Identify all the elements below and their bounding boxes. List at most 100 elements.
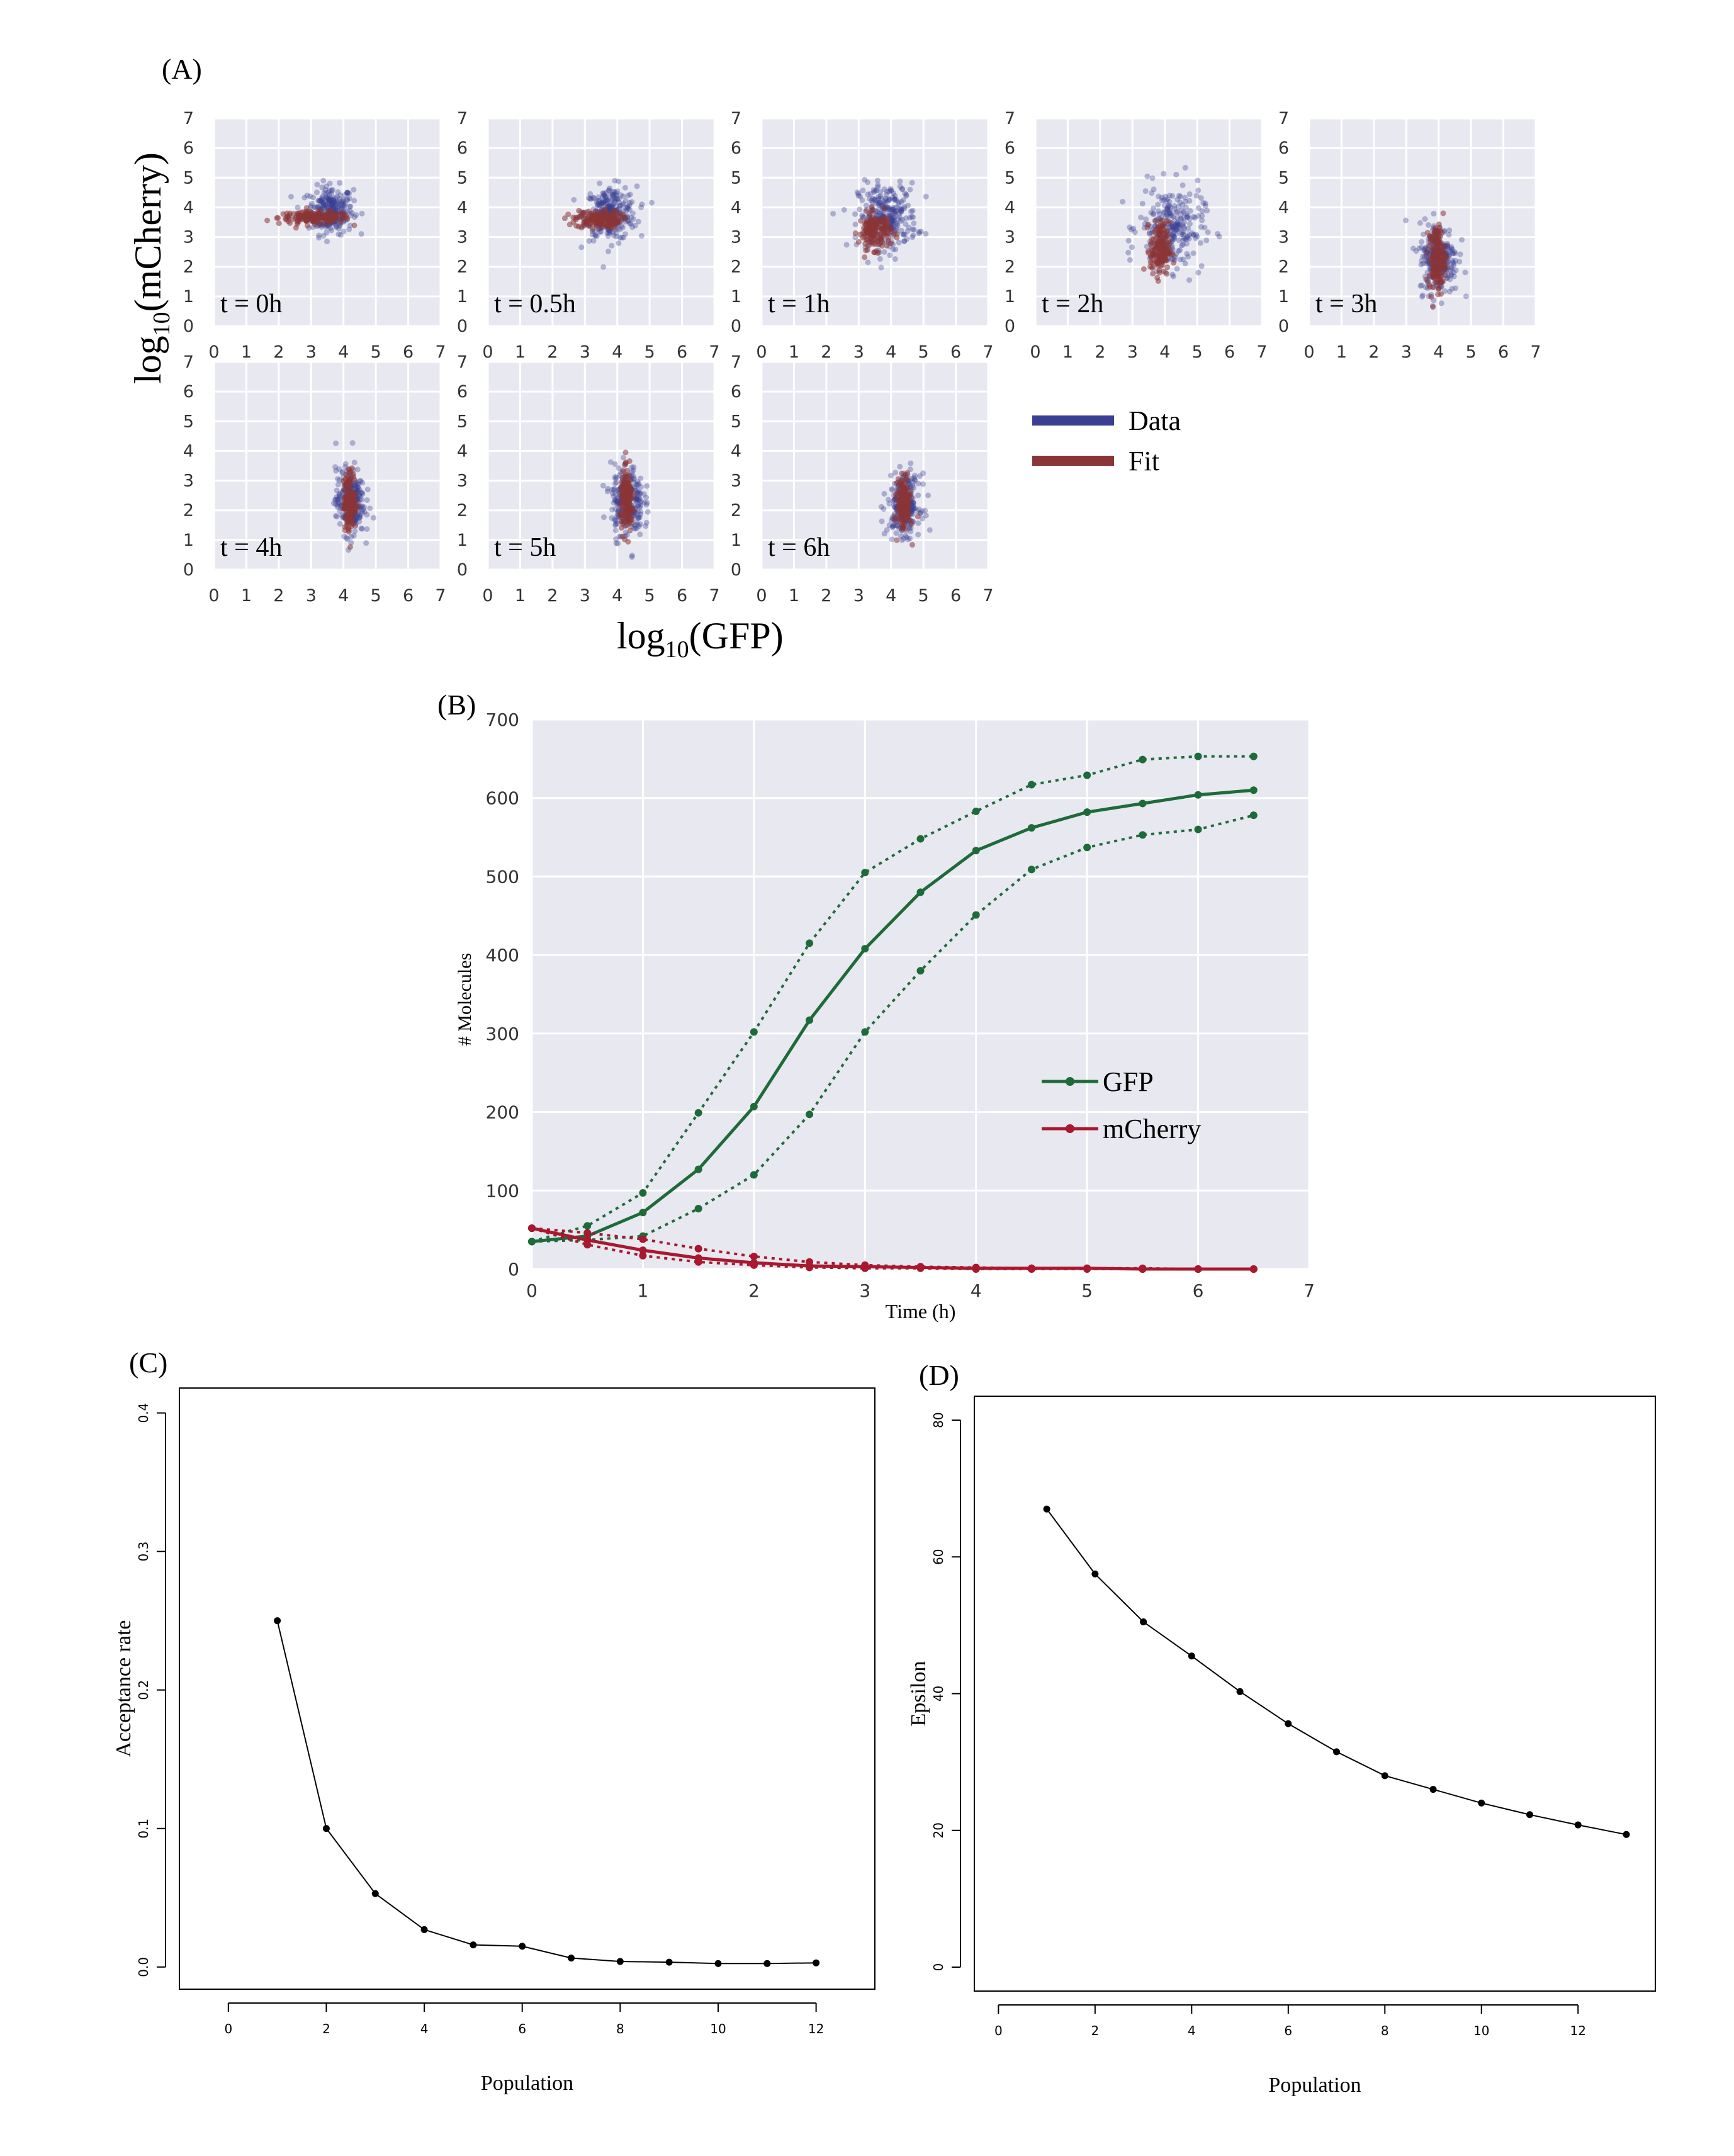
fit-point: [857, 218, 864, 224]
data-point: [877, 210, 883, 217]
data-point: [335, 200, 341, 206]
data-point: [891, 205, 898, 211]
x-tick-label: 6: [518, 2021, 526, 2036]
legend-label: GFP: [1103, 1066, 1154, 1097]
data-point: [1172, 222, 1178, 228]
fit-point: [1438, 233, 1444, 239]
data-point: [1181, 229, 1187, 235]
data-point: [325, 200, 332, 206]
data-point: [1166, 210, 1173, 216]
data-point: [1453, 257, 1459, 264]
data-point: [325, 197, 332, 203]
data-point: [616, 203, 622, 209]
data-point: [344, 189, 350, 196]
series-point: [806, 1110, 814, 1119]
data-point: [320, 200, 326, 206]
data-point: [893, 197, 899, 203]
x-tick-label: 3: [306, 342, 317, 362]
data-point: [1184, 234, 1190, 240]
fit-point: [868, 217, 874, 223]
y-tick-label: 4: [1005, 198, 1015, 217]
data-point: [1130, 225, 1137, 232]
data-point: [1419, 239, 1425, 245]
data-point: [888, 188, 894, 194]
data-point: [330, 500, 337, 507]
data-point: [612, 195, 618, 201]
data-point: [1181, 215, 1187, 221]
y-tick-label: 6: [183, 382, 194, 402]
y-tick-label: 6: [1005, 138, 1015, 158]
data-point: [860, 188, 866, 194]
fit-point: [1423, 276, 1429, 283]
data-point: [595, 200, 602, 206]
data-point: [875, 182, 881, 188]
data-point: [308, 200, 315, 206]
fit-point: [882, 225, 889, 231]
fit-point: [303, 208, 310, 215]
x-tick-label: 0: [1030, 342, 1040, 362]
data-point: [855, 193, 862, 199]
data-point: [611, 516, 617, 522]
fit-point: [1427, 239, 1434, 245]
data-point: [320, 232, 327, 239]
x-tick-label: 6: [403, 586, 414, 606]
data-point: [1166, 203, 1172, 209]
data-point: [901, 232, 907, 238]
data-point: [1169, 271, 1176, 278]
data-point: [893, 220, 899, 227]
data-point: [634, 479, 641, 485]
data-point: [329, 191, 335, 197]
data-point: [337, 232, 344, 238]
data-point: [861, 214, 867, 220]
fit-point: [1424, 249, 1431, 256]
y-tick-label: 2: [1005, 257, 1015, 277]
fit-point: [1433, 279, 1439, 285]
data-point: [1174, 215, 1181, 221]
data-point: [323, 191, 329, 197]
data-point: [859, 212, 865, 218]
data-point: [908, 460, 914, 466]
data-point: [594, 233, 600, 239]
data-point: [1446, 247, 1453, 253]
fit-point: [855, 239, 862, 245]
x-tick-label: 6: [1224, 342, 1235, 362]
x-tick-label: 12: [1570, 2023, 1585, 2038]
data-point: [321, 189, 327, 196]
data-point: [330, 203, 337, 209]
data-point: [330, 198, 337, 205]
data-point: [1453, 285, 1459, 291]
data-point: [1166, 199, 1173, 205]
data-point: [916, 230, 922, 237]
data-point: [1167, 204, 1173, 210]
fit-point: [345, 466, 351, 473]
data-point: [571, 196, 577, 203]
data-point: [1422, 216, 1428, 222]
data-point: [604, 197, 611, 203]
series-point: [583, 1222, 592, 1230]
data-point: [1168, 224, 1174, 230]
data-point: [341, 192, 347, 198]
data-point: [599, 198, 605, 205]
data-point: [351, 214, 357, 220]
data-point: [881, 249, 887, 255]
data-point: [364, 526, 370, 532]
data-point: [915, 531, 921, 538]
data-point: [1149, 190, 1155, 196]
data-point: [337, 521, 343, 527]
data-point: [1142, 188, 1149, 195]
data-point: [1448, 248, 1454, 254]
data-point: [886, 197, 892, 203]
data-point: [346, 195, 352, 201]
data-point: [364, 497, 370, 504]
series-point: [1188, 1652, 1195, 1660]
data-point: [895, 216, 901, 222]
series-point: [861, 869, 869, 877]
data-point: [1177, 216, 1183, 222]
y-tick-label: 20: [931, 1822, 946, 1838]
data-point: [1195, 178, 1201, 184]
data-point: [335, 189, 341, 195]
data-point: [1448, 273, 1455, 279]
data-point: [1176, 247, 1183, 253]
data-point: [612, 199, 619, 205]
